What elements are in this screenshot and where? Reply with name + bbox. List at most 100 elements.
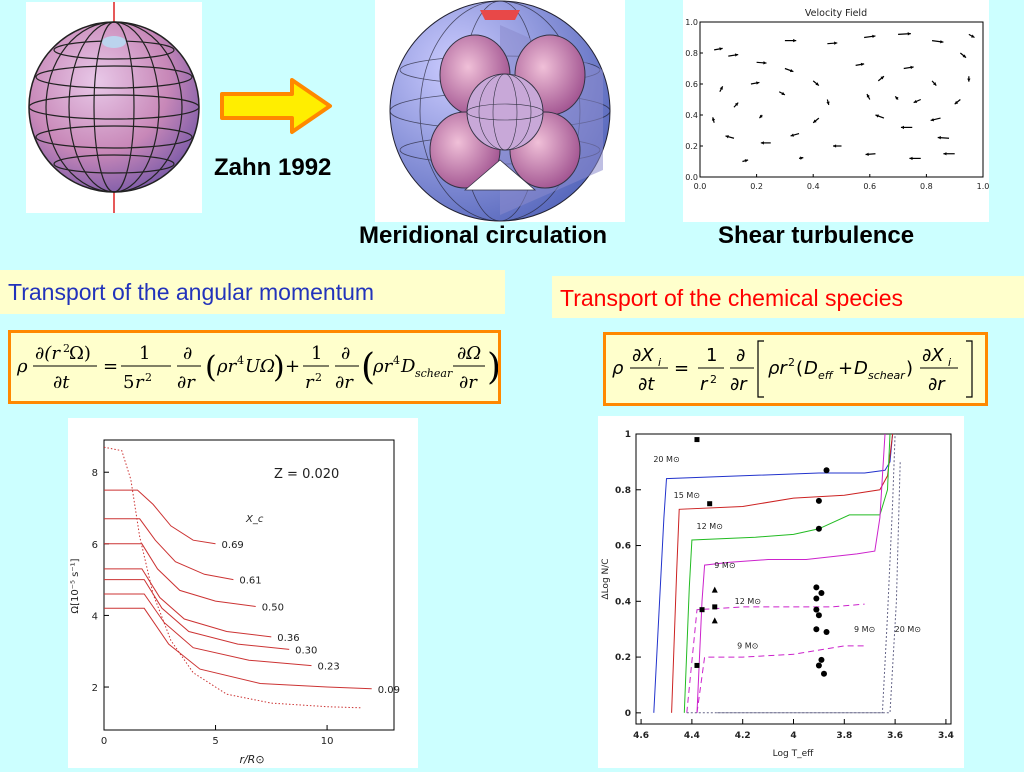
omega-series-label: 0.61 (239, 576, 261, 587)
nc-circle-marker (823, 467, 830, 474)
svg-text:): ) (487, 347, 498, 388)
vf-vector-head (967, 78, 971, 82)
svg-text:ρr: ρr (768, 358, 788, 379)
svg-text:∂X: ∂X (632, 345, 654, 366)
omega-x-tick-label: 0 (101, 736, 107, 747)
vf-vector-head (909, 156, 913, 161)
svg-text:1: 1 (311, 343, 322, 364)
nc-series-label: 9 M⊙ (737, 642, 758, 651)
vf-vector-head (763, 61, 767, 65)
omega-y-tick-label: 2 (92, 683, 98, 694)
svg-text:r: r (135, 372, 145, 393)
vf-y-tick-label: 0.4 (685, 111, 698, 120)
nc-x-tick-label: 4.2 (735, 731, 751, 741)
svg-text:ρr: ρr (372, 356, 394, 377)
omega-series-line (104, 593, 312, 667)
nc-square-marker (694, 662, 700, 668)
nc-square-marker (694, 437, 700, 443)
nc-x-tick-label: 3.4 (938, 731, 954, 741)
svg-text:ρ: ρ (612, 358, 624, 379)
omega-series-label: 0.09 (378, 685, 400, 696)
svg-text:ρr: ρr (216, 356, 238, 377)
vf-vector-head (900, 125, 905, 130)
svg-text:(: ( (361, 347, 375, 388)
meridional-label: Meridional circulation (359, 222, 608, 249)
nc-circle-marker (818, 589, 825, 596)
shear-label: Shear turbulence (718, 222, 915, 249)
svg-text:i: i (658, 356, 661, 369)
svg-text:(: ( (796, 358, 803, 379)
nc-series-label: 12 M⊙ (735, 597, 761, 606)
vf-vector-head (937, 136, 941, 140)
nc-circle-marker (815, 497, 822, 504)
omega-x-tick-label: 5 (212, 736, 218, 747)
nc-circle-marker (823, 628, 830, 635)
vf-vector-head (913, 99, 918, 103)
vf-vector-head (866, 94, 870, 98)
nc-circle-marker (813, 595, 820, 602)
svg-text:∂r: ∂r (335, 372, 354, 393)
vf-vector-head (971, 34, 975, 38)
svg-text:+: + (285, 356, 300, 377)
vf-vector-head (813, 119, 817, 123)
nc-y-tick-label: 0.6 (615, 542, 631, 552)
omega-x-tick-label: 10 (321, 736, 334, 747)
svg-text:∂t: ∂t (638, 374, 655, 395)
omega-series-line (104, 518, 234, 581)
vf-vector-head (943, 152, 947, 156)
svg-text:+: + (838, 358, 853, 379)
svg-text:1: 1 (706, 345, 717, 366)
svg-text:r: r (700, 374, 709, 395)
omega-series-line (104, 568, 272, 638)
svg-text:4: 4 (393, 354, 400, 367)
svg-text:=: = (674, 358, 689, 379)
nc-series-line (683, 433, 891, 713)
vf-vector-head (872, 34, 876, 39)
vf-x-tick-label: 0.8 (920, 182, 933, 191)
svg-text:UΩ: UΩ (245, 356, 275, 377)
wireframe-sphere-graphic (28, 2, 200, 213)
vf-y-tick-label: 1.0 (685, 18, 698, 27)
svg-text:i: i (948, 356, 951, 369)
zahn-label: Zahn 1992 (214, 154, 332, 181)
vf-vector-head (834, 41, 838, 45)
vf-vector-head (759, 114, 763, 119)
nc-series-line (696, 645, 865, 713)
omega-series-line (104, 489, 216, 545)
meridional-sphere-graphic (389, 0, 611, 222)
nc-y-tick-label: 0 (625, 709, 631, 719)
vf-vector-head (910, 65, 914, 70)
nc-series-line (671, 433, 894, 713)
svg-text:): ) (906, 358, 913, 379)
omega-series-line (104, 579, 290, 650)
svg-text:5: 5 (123, 372, 134, 393)
svg-text:∂r: ∂r (459, 372, 478, 393)
nc-circle-marker (818, 656, 825, 663)
nc-abundance-panel: Log T_eff ΔLog N/C 4.6 4.4 4.2 4 3.8 3.6 3.4 0 0… (598, 416, 964, 768)
svg-text:1: 1 (139, 343, 150, 364)
vf-vector-head (954, 100, 959, 105)
vf-y-tick-label: 0.8 (685, 49, 698, 58)
vf-y-tick-label: 0.6 (685, 80, 698, 89)
nc-y-axis-label: ΔLog N/C (601, 558, 611, 599)
svg-text:∂X: ∂X (922, 345, 944, 366)
omega-x-axis-label: r/R⊙ (239, 753, 264, 766)
nc-circle-marker (815, 525, 822, 532)
omega-y-tick-label: 4 (92, 611, 98, 622)
vf-x-tick-label: 0.4 (807, 182, 820, 191)
nc-y-tick-label: 0.8 (615, 486, 631, 496)
vf-x-tick-label: 0.6 (863, 182, 876, 191)
svg-text:schear: schear (415, 367, 453, 380)
vf-x-tick-label: 0.2 (750, 182, 763, 191)
svg-text:=: = (103, 356, 118, 377)
omega-series-line (104, 543, 256, 607)
vf-vector-head (875, 114, 879, 118)
omega-profile-chart: Z = 0.020 X_c r/R⊙ Ω[10⁻⁵ s⁻¹] 0 5 102468 … (70, 439, 400, 766)
nc-circle-marker (813, 606, 820, 613)
omega-y-axis-label: Ω[10⁻⁵ s⁻¹] (70, 558, 81, 613)
vf-vector-head (725, 135, 729, 139)
svg-text:eff: eff (818, 369, 834, 382)
vf-vector-head (789, 68, 794, 73)
omega-profile-panel: Z = 0.020 X_c r/R⊙ Ω[10⁻⁵ s⁻¹] 0 5 10 2 4 6 8 … (68, 418, 418, 768)
